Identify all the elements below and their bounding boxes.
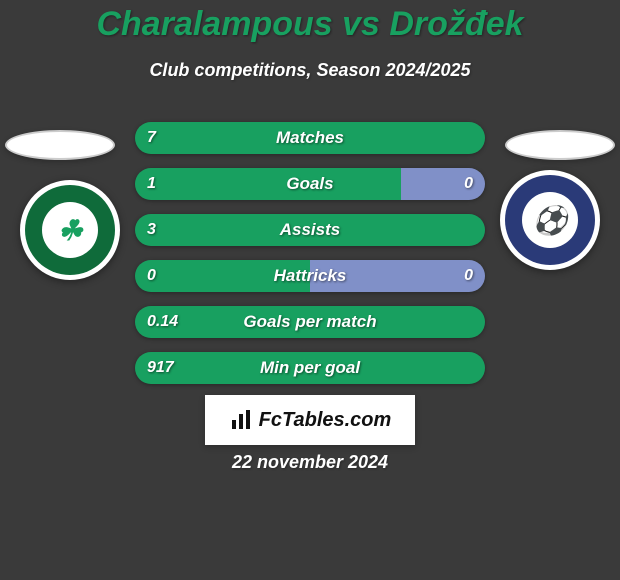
footer-date: 22 november 2024 — [0, 452, 620, 473]
stats-bars: Matches7 Goals10 Assists3 Hattricks00 Goals … — [135, 122, 485, 398]
brand-badge: FcTables.com — [205, 395, 415, 445]
page-title: Charalampous vs Drožđek — [0, 5, 620, 44]
bar-track — [135, 306, 485, 338]
bar-track — [135, 352, 485, 384]
stat-row: Goals per match0.14 — [135, 306, 485, 338]
stat-row: Assists3 — [135, 214, 485, 246]
subtitle: Club competitions, Season 2024/2025 — [0, 60, 620, 81]
bar-track — [135, 260, 485, 292]
bar-left-segment — [135, 168, 401, 200]
comparison-card: Charalampous vs Drožđek Club competition… — [0, 0, 620, 580]
bar-left-segment — [135, 306, 485, 338]
stat-row: Matches7 — [135, 122, 485, 154]
bar-track — [135, 122, 485, 154]
club-crest-icon: ⚽ — [522, 192, 578, 248]
left-accent-ellipse — [5, 130, 115, 160]
bar-left-segment — [135, 352, 485, 384]
stat-row: Min per goal917 — [135, 352, 485, 384]
chart-icon — [229, 408, 253, 432]
bar-right-segment — [310, 260, 485, 292]
shamrock-icon: ☘ — [42, 202, 98, 258]
bar-left-segment — [135, 214, 485, 246]
bar-right-segment — [401, 168, 485, 200]
brand-text: FcTables.com — [259, 409, 392, 432]
right-club-badge: ⚽ — [500, 170, 600, 270]
left-club-badge: ☘ — [20, 180, 120, 280]
bar-track — [135, 214, 485, 246]
bar-left-segment — [135, 122, 485, 154]
stat-row: Goals10 — [135, 168, 485, 200]
bar-track — [135, 168, 485, 200]
right-accent-ellipse — [505, 130, 615, 160]
stat-row: Hattricks00 — [135, 260, 485, 292]
bar-left-segment — [135, 260, 310, 292]
